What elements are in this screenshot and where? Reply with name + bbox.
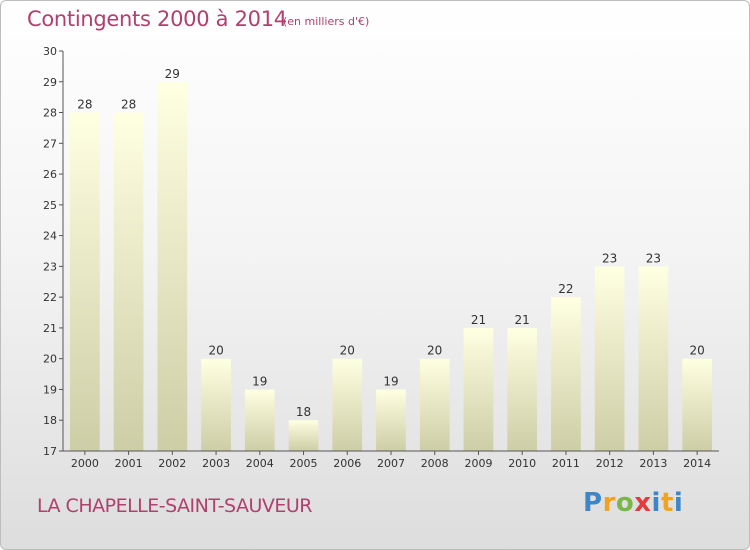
x-tick-label-2002: 2002: [158, 457, 186, 470]
x-tick-label-2001: 2001: [115, 457, 143, 470]
bar-2009: [463, 327, 494, 451]
x-tick-label-2012: 2012: [596, 457, 624, 470]
x-tick-label-2013: 2013: [639, 457, 667, 470]
data-label-2005: 18: [296, 405, 311, 419]
data-label-2012: 23: [602, 251, 617, 265]
y-tick-label-27: 27: [43, 137, 57, 150]
data-label-2010: 21: [515, 313, 530, 327]
data-label-2001: 28: [121, 98, 136, 112]
data-label-2008: 20: [427, 344, 442, 358]
bar-2012: [594, 266, 625, 451]
bar-2002: [157, 81, 188, 452]
y-tick-label-28: 28: [43, 107, 57, 120]
data-label-2009: 21: [471, 313, 486, 327]
y-tick-label-22: 22: [43, 291, 57, 304]
x-tick-label-2003: 2003: [202, 457, 230, 470]
y-tick-label-25: 25: [43, 199, 57, 212]
data-label-2013: 23: [646, 251, 661, 265]
y-tick-label-24: 24: [43, 230, 57, 243]
x-tick-label-2009: 2009: [465, 457, 493, 470]
data-label-2006: 20: [340, 344, 355, 358]
data-label-2002: 29: [165, 67, 180, 81]
bar-2011: [551, 297, 581, 451]
data-label-2003: 20: [208, 344, 223, 358]
y-tick-label-20: 20: [43, 353, 57, 366]
bar-2005: [288, 420, 319, 451]
data-label-2011: 22: [558, 282, 573, 296]
data-label-2014: 20: [689, 344, 704, 358]
data-label-2007: 19: [383, 375, 398, 389]
y-tick-label-30: 30: [43, 45, 57, 58]
bar-2001: [113, 112, 144, 451]
x-tick-label-2014: 2014: [683, 457, 711, 470]
chart-subtitle: (en milliers d'€): [283, 15, 370, 28]
bar-2010: [507, 327, 537, 451]
bar-2007: [376, 389, 406, 451]
data-label-2000: 28: [77, 98, 92, 112]
bar-2004: [244, 389, 275, 451]
x-tick-label-2011: 2011: [552, 457, 580, 470]
data-label-2004: 19: [252, 375, 267, 389]
y-tick-label-23: 23: [43, 260, 57, 273]
bar-2003: [201, 358, 231, 451]
bar-2013: [638, 266, 669, 451]
y-tick-label-17: 17: [43, 445, 57, 458]
x-tick-label-2007: 2007: [377, 457, 405, 470]
x-tick-label-2008: 2008: [421, 457, 449, 470]
x-tick-label-2000: 2000: [71, 457, 99, 470]
bar-2014: [682, 358, 712, 451]
y-tick-label-26: 26: [43, 168, 57, 181]
bar-2000: [70, 112, 100, 451]
x-tick-label-2010: 2010: [508, 457, 536, 470]
y-tick-label-29: 29: [43, 76, 57, 89]
chart-title: Contingents 2000 à 2014: [27, 7, 287, 31]
proxiti-logo: Proxiti: [583, 488, 684, 518]
y-tick-label-19: 19: [43, 384, 57, 397]
commune-name: LA CHAPELLE-SAINT-SAUVEUR: [37, 495, 312, 517]
bar-2008: [419, 358, 450, 451]
y-tick-label-18: 18: [43, 414, 57, 427]
x-tick-label-2006: 2006: [333, 457, 361, 470]
x-tick-label-2005: 2005: [290, 457, 318, 470]
bar-2006: [332, 358, 363, 451]
x-tick-label-2004: 2004: [246, 457, 274, 470]
y-tick-label-21: 21: [43, 322, 57, 335]
